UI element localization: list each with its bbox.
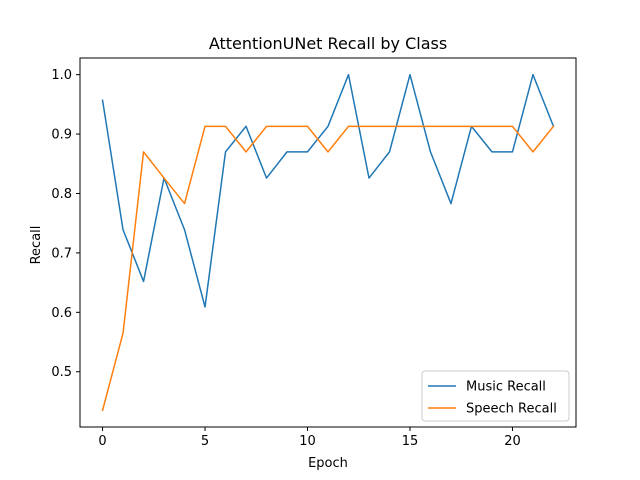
y-tick-label: 0.5 bbox=[51, 365, 72, 380]
legend-label-speech-recall: Speech Recall bbox=[466, 402, 557, 417]
y-tick-label: 0.8 bbox=[51, 187, 72, 202]
legend: Music Recall Speech Recall bbox=[422, 371, 569, 421]
y-tick-label: 1.0 bbox=[51, 68, 72, 83]
x-tick-label: 0 bbox=[98, 434, 106, 449]
y-axis-label: Recall bbox=[29, 226, 44, 265]
x-tick-label: 5 bbox=[201, 434, 209, 449]
x-tick-label: 10 bbox=[299, 434, 316, 449]
x-tick-label: 20 bbox=[504, 434, 521, 449]
x-axis-label: Epoch bbox=[308, 456, 348, 471]
x-tick-label: 15 bbox=[402, 434, 419, 449]
y-tick-label: 0.6 bbox=[51, 306, 72, 321]
legend-label-music-recall: Music Recall bbox=[466, 380, 546, 395]
y-tick-label: 0.7 bbox=[51, 246, 72, 261]
chart-title: AttentionUNet Recall by Class bbox=[209, 34, 447, 53]
y-tick-label: 0.9 bbox=[51, 128, 72, 143]
